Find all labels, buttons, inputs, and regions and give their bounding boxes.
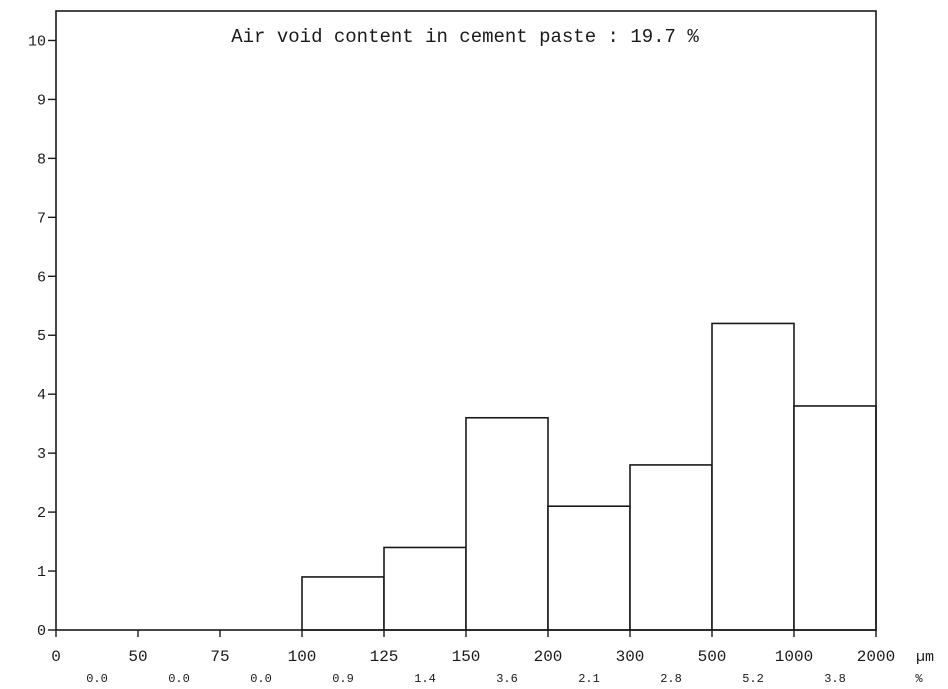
y-tick-label: 0 [37, 623, 46, 640]
bin-value-label: 0.0 [250, 672, 272, 686]
bar-7 [629, 464, 713, 631]
bar-3 [301, 576, 385, 631]
y-tick-label: 10 [28, 33, 46, 50]
bin-value-label: 1.4 [414, 672, 436, 686]
value-unit-label: % [915, 672, 923, 686]
bars-group [301, 322, 877, 631]
y-tick-label: 4 [37, 387, 46, 404]
bin-value-label: 0.9 [332, 672, 354, 686]
bar-6 [547, 505, 631, 631]
x-tick-label: 50 [128, 648, 147, 666]
bin-value-label: 3.8 [824, 672, 846, 686]
x-tick-label: 125 [370, 648, 399, 666]
y-tick-label: 2 [37, 505, 46, 522]
x-tick-label: 500 [698, 648, 727, 666]
chart-title: Air void content in cement paste : 19.7 … [231, 26, 699, 48]
bin-value-label: 3.6 [496, 672, 518, 686]
x-tick-label: 1000 [775, 648, 813, 666]
y-tick-label: 8 [37, 151, 46, 168]
y-axis: 0 1 2 3 4 5 6 7 8 9 10 [28, 33, 56, 640]
y-tick-label: 9 [37, 92, 46, 109]
x-tick-label: 2000 [857, 648, 895, 666]
value-labels: 0.0 0.0 0.0 0.9 1.4 3.6 2.1 2.8 5.2 3.8 [86, 672, 846, 686]
x-tick-label: 200 [534, 648, 563, 666]
x-unit-label: µm [916, 649, 934, 666]
x-tick-label: 0 [51, 648, 61, 666]
y-tick-label: 7 [37, 210, 46, 227]
x-tick-label: 75 [210, 648, 229, 666]
y-tick-label: 1 [37, 564, 46, 581]
bar-4 [383, 546, 467, 631]
bin-value-label: 0.0 [86, 672, 108, 686]
y-tick-label: 6 [37, 269, 46, 286]
x-tick-label: 100 [288, 648, 317, 666]
bar-8 [711, 322, 795, 631]
bar-9 [793, 405, 877, 631]
y-tick-label: 5 [37, 328, 46, 345]
x-axis: 0 50 75 100 125 150 200 300 500 1000 2000 [51, 630, 895, 666]
bin-value-label: 2.1 [578, 672, 600, 686]
bin-value-label: 2.8 [660, 672, 682, 686]
bin-value-label: 0.0 [168, 672, 190, 686]
x-tick-label: 150 [452, 648, 481, 666]
x-tick-label: 300 [616, 648, 645, 666]
bin-value-label: 5.2 [742, 672, 764, 686]
y-tick-label: 3 [37, 446, 46, 463]
bar-5 [465, 416, 549, 631]
